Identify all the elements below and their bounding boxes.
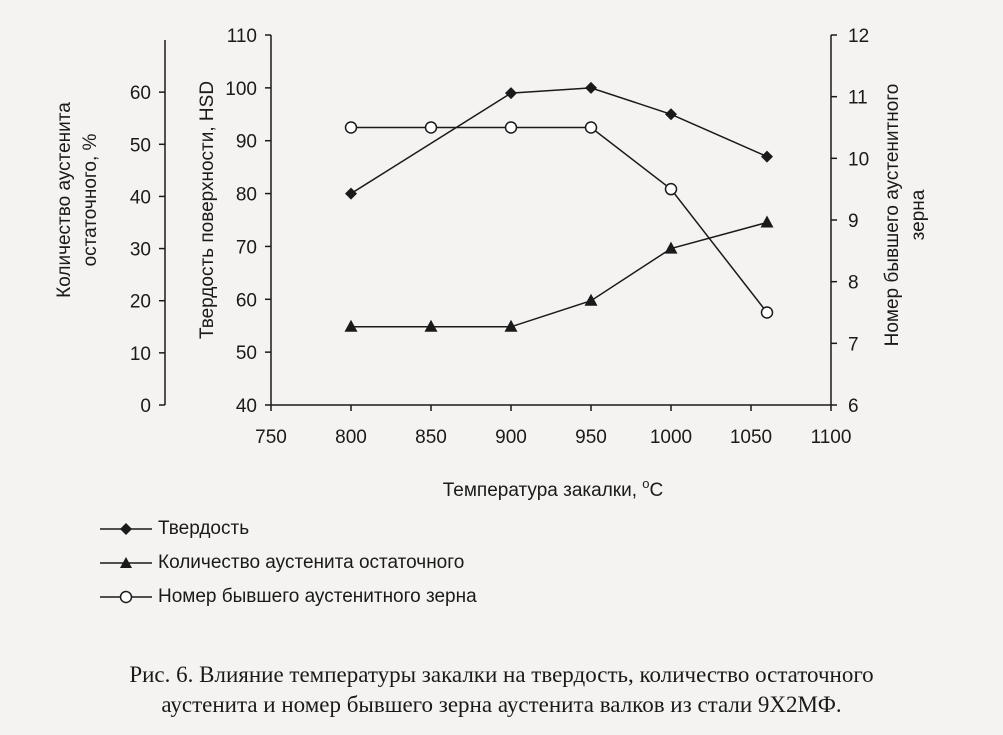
legend: Твердость Количество аустенита остаточно… (100, 512, 477, 614)
x-tick-label: 1000 (650, 427, 692, 448)
x-axis-title-degree: o (642, 476, 649, 491)
point-hardness (665, 108, 677, 121)
point-hardness (345, 187, 357, 200)
legend-label-austenite: Количество аустенита остаточного (158, 552, 465, 573)
x-axis-title: Температура закалки, oC (443, 476, 663, 501)
x-tick-label: 850 (415, 427, 447, 448)
grain-tick-label: 10 (848, 149, 869, 170)
x-tick-label: 950 (575, 427, 607, 448)
point-austenite (504, 319, 518, 332)
x-tick-label: 1050 (730, 427, 772, 448)
grain-tick-label: 9 (848, 211, 859, 232)
point-austenite (760, 215, 774, 228)
austenite-tick-label: 20 (130, 292, 151, 313)
hardness-tick-label: 70 (236, 237, 257, 258)
legend-label-hardness: Твердость (158, 518, 250, 539)
austenite-axis-title-line1: Количество аустенита (54, 102, 75, 298)
grain-tick-label: 7 (848, 334, 859, 355)
austenite-axis-title-line2: остаточного, % (80, 133, 101, 266)
x-tick-label: 1100 (811, 427, 852, 448)
grain-tick-label: 11 (848, 88, 868, 109)
point-austenite (664, 241, 678, 254)
austenite-tick-label: 60 (130, 83, 151, 104)
legend-label-grain: Номер бывшего аустенитного зерна (158, 586, 477, 607)
hardness-tick-label: 90 (236, 132, 257, 153)
hardness-axis-title: Твердость поверхности, HSD (197, 81, 218, 339)
point-austenite (344, 319, 358, 332)
series-line-austenite (351, 221, 768, 328)
austenite-tick-label: 0 (140, 396, 151, 417)
point-grain (760, 306, 774, 319)
point-grain (424, 121, 438, 134)
circle-marker-icon (100, 590, 152, 604)
point-hardness (585, 81, 597, 94)
figure-caption: Рис. 6. Влияние температуры закалки на т… (0, 660, 1003, 720)
point-grain (664, 182, 678, 196)
hardness-tick-label: 60 (236, 290, 257, 311)
chart: 750 800 850 900 950 1000 1050 11000102030405060… (54, 26, 929, 501)
austenite-tick-label: 30 (130, 240, 151, 261)
grain-axis-title-line2: зерна (908, 189, 929, 240)
x-tick-label: 900 (495, 427, 527, 448)
point-grain (344, 121, 358, 134)
caption-line-2: аустенита и номер бывшего зерна аустенит… (161, 692, 842, 717)
series-line-grain (351, 126, 768, 313)
point-austenite (584, 293, 598, 306)
legend-item-austenite: Количество аустенита остаточного (100, 546, 477, 580)
point-austenite (424, 319, 438, 332)
grain-tick-label: 12 (848, 26, 869, 47)
austenite-tick-label: 10 (130, 344, 151, 365)
x-tick-label: 800 (335, 427, 367, 448)
point-grain (584, 121, 598, 134)
diamond-marker-icon (100, 523, 152, 535)
hardness-tick-label: 50 (236, 343, 257, 364)
point-hardness (761, 150, 773, 163)
grain-tick-label: 8 (848, 273, 859, 294)
hardness-tick-label: 80 (236, 185, 257, 206)
grain-axis-title-line1: Номер бывшего аустенитного (882, 84, 903, 347)
point-grain (504, 121, 518, 134)
grain-tick-label: 6 (848, 396, 859, 417)
x-tick-label: 750 (255, 427, 287, 448)
hardness-tick-label: 40 (236, 396, 257, 417)
legend-item-hardness: Твердость (100, 512, 477, 546)
hardness-tick-label: 100 (225, 79, 257, 100)
x-axis-title-unit: C (650, 480, 664, 501)
caption-line-1: Рис. 6. Влияние температуры закалки на т… (129, 662, 874, 687)
x-axis-title-main: Температура закалки, (443, 480, 643, 501)
series-line-hardness (350, 87, 768, 195)
point-hardness (505, 87, 517, 100)
austenite-tick-label: 40 (130, 187, 151, 208)
triangle-marker-icon (100, 557, 152, 568)
hardness-tick-label: 110 (227, 26, 257, 47)
austenite-tick-label: 50 (130, 135, 151, 156)
legend-item-grain: Номер бывшего аустенитного зерна (100, 580, 477, 614)
